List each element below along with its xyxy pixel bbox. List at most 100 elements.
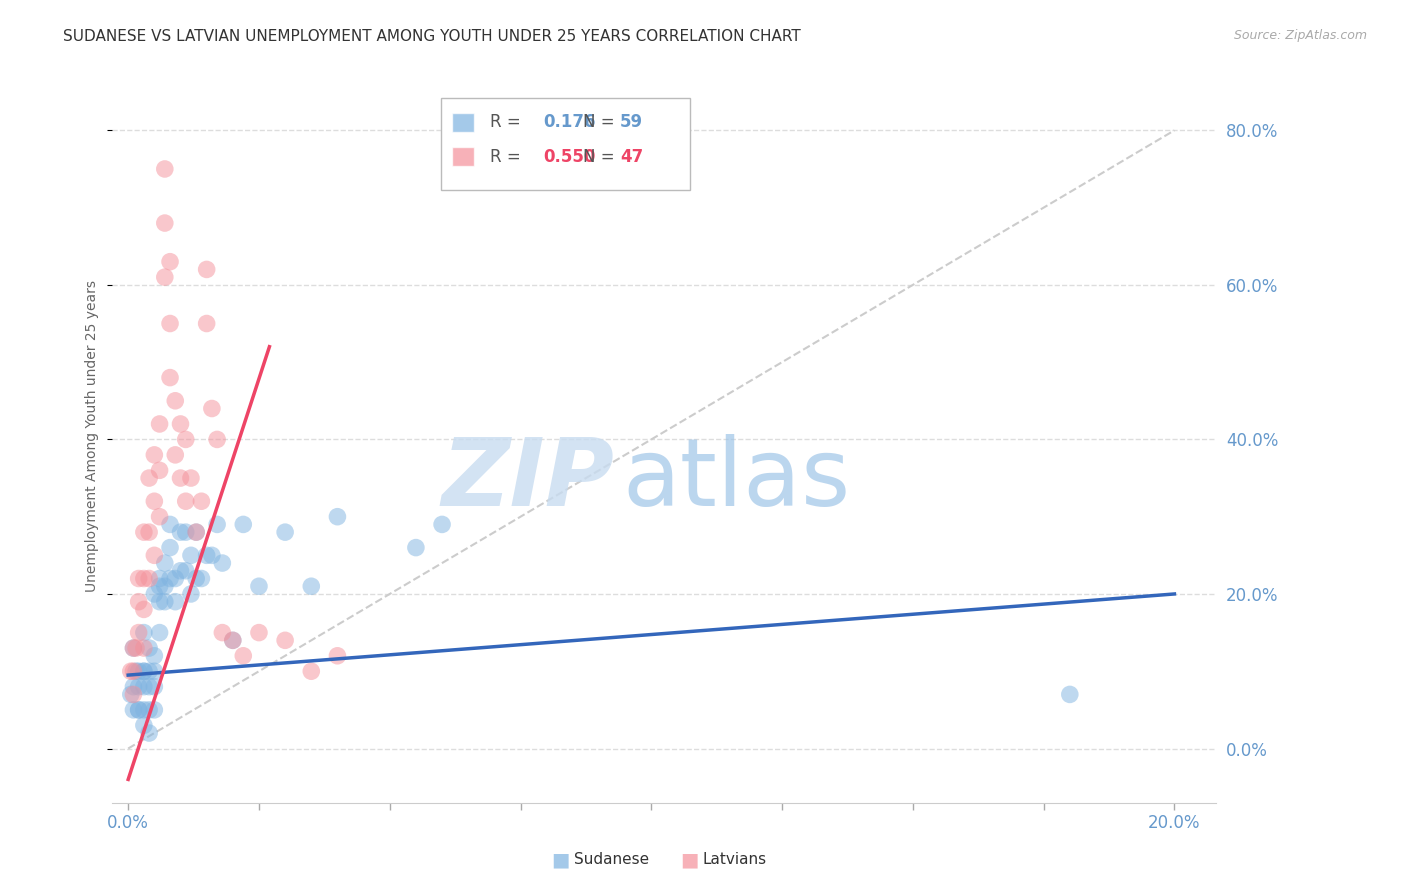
Point <box>138 726 160 740</box>
Point <box>128 665 150 679</box>
Point <box>405 541 427 555</box>
Point <box>186 572 208 586</box>
Text: ■: ■ <box>681 850 699 870</box>
Point <box>326 648 349 663</box>
Point <box>125 665 148 679</box>
Point <box>138 680 160 694</box>
Point <box>122 680 145 694</box>
FancyBboxPatch shape <box>453 112 474 132</box>
Point <box>190 572 212 586</box>
FancyBboxPatch shape <box>453 147 474 166</box>
Point <box>153 161 176 176</box>
Point <box>132 665 155 679</box>
Point <box>205 433 228 447</box>
Text: Latvians: Latvians <box>703 853 768 867</box>
Text: N =: N = <box>582 147 614 166</box>
Text: Source: ZipAtlas.com: Source: ZipAtlas.com <box>1233 29 1367 42</box>
Point <box>247 579 270 593</box>
Point <box>128 625 150 640</box>
Point <box>174 433 197 447</box>
Point <box>186 525 208 540</box>
Point <box>299 665 322 679</box>
Point <box>132 625 155 640</box>
Point <box>159 541 181 555</box>
Point <box>222 633 245 648</box>
Point <box>159 517 181 532</box>
Point <box>148 417 170 431</box>
Text: R =: R = <box>491 113 520 131</box>
Point <box>232 648 254 663</box>
Point <box>159 317 181 331</box>
Text: 0.550: 0.550 <box>543 147 595 166</box>
Point <box>211 556 233 570</box>
Point <box>169 417 191 431</box>
Text: SUDANESE VS LATVIAN UNEMPLOYMENT AMONG YOUTH UNDER 25 YEARS CORRELATION CHART: SUDANESE VS LATVIAN UNEMPLOYMENT AMONG Y… <box>63 29 801 44</box>
Point <box>128 703 150 717</box>
Point <box>153 595 176 609</box>
FancyBboxPatch shape <box>441 98 690 190</box>
Point <box>138 471 160 485</box>
Point <box>222 633 245 648</box>
Point <box>201 401 224 416</box>
Point <box>120 687 142 701</box>
Text: 47: 47 <box>620 147 644 166</box>
Text: ■: ■ <box>551 850 569 870</box>
Point <box>165 595 187 609</box>
Point <box>143 665 166 679</box>
Point <box>211 625 233 640</box>
Point <box>148 595 170 609</box>
Point <box>132 718 155 732</box>
Point <box>143 494 166 508</box>
Point <box>186 525 208 540</box>
Point <box>326 509 349 524</box>
Text: 59: 59 <box>620 113 644 131</box>
Point <box>153 579 176 593</box>
Point <box>138 703 160 717</box>
Point <box>128 595 150 609</box>
Point <box>138 572 160 586</box>
Point <box>174 564 197 578</box>
Point <box>159 370 181 384</box>
Point <box>132 641 155 656</box>
Point <box>132 525 155 540</box>
Point <box>143 549 166 563</box>
Point <box>153 556 176 570</box>
Point <box>169 564 191 578</box>
Point <box>132 703 155 717</box>
Point <box>120 665 142 679</box>
Point <box>143 703 166 717</box>
Point <box>165 448 187 462</box>
Point <box>132 572 155 586</box>
Point <box>430 517 453 532</box>
Point <box>128 572 150 586</box>
Point <box>125 641 148 656</box>
Point <box>128 703 150 717</box>
Point <box>153 216 176 230</box>
Point <box>274 525 297 540</box>
Point <box>274 633 297 648</box>
Point <box>143 587 166 601</box>
Point <box>148 509 170 524</box>
Text: ZIP: ZIP <box>441 434 614 525</box>
Point <box>143 648 166 663</box>
Point <box>174 525 197 540</box>
Text: N =: N = <box>582 113 614 131</box>
Point <box>1059 687 1081 701</box>
Point <box>128 680 150 694</box>
Point <box>153 270 176 285</box>
Text: R =: R = <box>491 147 520 166</box>
Point <box>132 665 155 679</box>
Point <box>201 549 224 563</box>
Point <box>205 517 228 532</box>
Text: 0.176: 0.176 <box>543 113 596 131</box>
Point <box>174 494 197 508</box>
Point <box>143 680 166 694</box>
Point <box>299 579 322 593</box>
Point <box>169 525 191 540</box>
Point <box>165 393 187 408</box>
Point <box>138 641 160 656</box>
Point <box>122 665 145 679</box>
Point <box>122 687 145 701</box>
Point <box>165 572 187 586</box>
Point <box>180 587 202 601</box>
